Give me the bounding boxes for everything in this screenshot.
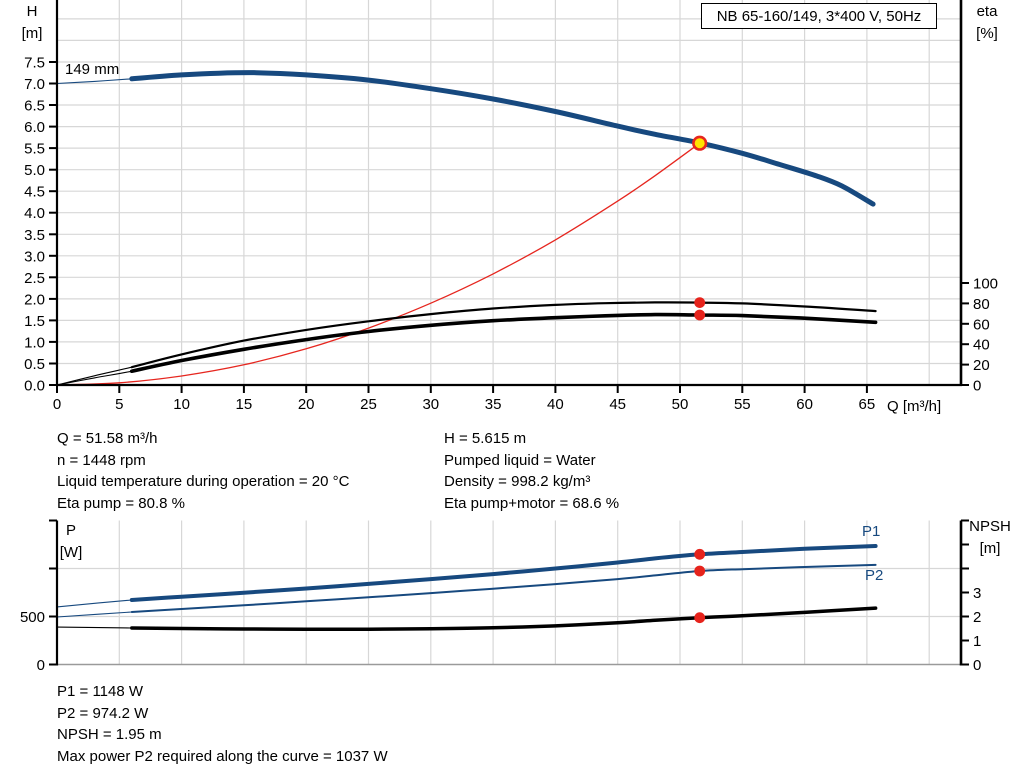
impeller-diameter-label: 149 mm	[65, 61, 120, 78]
tick-label: 0.0	[24, 378, 45, 395]
h-axis-title: H [m]	[17, 1, 47, 44]
tick-label: 0	[37, 657, 45, 674]
tick-label: 6.5	[24, 98, 45, 115]
duty-point	[692, 135, 708, 151]
npsh-axis-title-line2: [m]	[979, 539, 1001, 557]
tick-label: 40	[973, 337, 990, 354]
speed-value: n = 1448 rpm	[57, 451, 146, 469]
tick-label: 25	[360, 396, 377, 413]
npsh-value: NPSH = 1.95 m	[57, 726, 162, 743]
eta-pump	[130, 301, 877, 369]
tick-label: 30	[422, 396, 439, 413]
tick-label: 60	[796, 396, 813, 413]
tick-label: 3	[973, 585, 981, 602]
tick-label: 10	[173, 396, 190, 413]
tick-label: 1	[973, 633, 981, 650]
p1-point	[694, 548, 706, 560]
h-axis-title-line2: [m]	[21, 24, 43, 42]
eta-axis-title-line1: eta	[976, 3, 998, 20]
p-axis-title: P [W]	[55, 520, 87, 563]
tick-label: 3.0	[24, 248, 45, 265]
tick-label: 7.0	[24, 76, 45, 93]
flow-value: Q = 51.58 m³/h	[57, 430, 158, 447]
p1-curve-label: P1	[862, 523, 881, 540]
operating-data-left: Q = 51.58 m³/h n = 1448 rpm Liquid tempe…	[57, 428, 349, 514]
eta-pump-value: Eta pump = 80.8 %	[57, 494, 185, 512]
p1-curve	[129, 544, 878, 602]
tick-label: 2.0	[24, 291, 45, 308]
tick-label: 55	[734, 396, 751, 413]
p-axis-title-line1: P	[65, 522, 76, 539]
tick-label: 0.5	[24, 356, 45, 373]
qh-eta-chart: 0.0 0.5 1.0 1.5 2.0 2.5 3.0 3.5 4.0 4.5 5.0 5.5 6.0 6…	[24, 0, 998, 413]
tick-label: 0	[973, 378, 981, 395]
tick-label: 50	[672, 396, 689, 413]
tick-label: 40	[547, 396, 564, 413]
tick-label: 500	[20, 609, 45, 626]
tick-label: 7.5	[24, 55, 45, 72]
tick-label: 1.5	[24, 313, 45, 330]
tick-label: 4.0	[24, 205, 45, 222]
p1-value: P1 = 1148 W	[57, 683, 144, 700]
operating-data-right: H = 5.615 m Pumped liquid = Water Densit…	[444, 428, 619, 514]
tick-label: 5.5	[24, 141, 45, 158]
npsh-axis-title-line1: NPSH	[969, 518, 1011, 535]
density-value: Density = 998.2 kg/m³	[444, 473, 591, 490]
eta-pump-motor-value: Eta pump+motor = 68.6 %	[444, 494, 620, 512]
tick-label: 45	[609, 396, 626, 413]
p2-point	[694, 565, 706, 577]
h-axis-title-line1: H	[26, 3, 38, 20]
tick-label: 80	[973, 296, 990, 313]
tick-label: 20	[973, 357, 990, 374]
eta-pump-motor-point	[694, 309, 706, 321]
tick-label: 5.0	[24, 162, 45, 179]
eta-axis-title: eta [%]	[969, 1, 1005, 44]
power-npsh-chart: 0 500 0 1 2 3	[20, 519, 981, 674]
npsh-axis-title: NPSH [m]	[963, 516, 1017, 559]
tick-label: 2.5	[24, 270, 45, 287]
tick-label: 6.0	[24, 119, 45, 136]
tick-label: 3.5	[24, 227, 45, 244]
tick-label: 2	[973, 609, 981, 626]
pump-curve-149mm	[129, 70, 876, 207]
pump-title-box: NB 65-160/149, 3*400 V, 50Hz	[701, 3, 937, 29]
result-data-block: P1 = 1148 W P2 = 974.2 W NPSH = 1.95 m M…	[57, 681, 388, 767]
pumped-liquid-value: Pumped liquid = Water	[444, 451, 596, 469]
tick-label: 60	[973, 316, 990, 333]
p2-value: P2 = 974.2 W	[57, 704, 149, 722]
head-value: H = 5.615 m	[444, 430, 527, 447]
eta-pump-motor-thin	[56, 314, 876, 386]
npsh-point	[694, 612, 706, 624]
liquid-temperature-value: Liquid temperature during operation = 20…	[57, 473, 350, 490]
tick-label: 65	[859, 396, 876, 413]
tick-label: 0	[973, 657, 981, 674]
eta-pump-motor	[130, 312, 878, 373]
tick-label: 35	[485, 396, 502, 413]
tick-label: 4.5	[24, 184, 45, 201]
p2-curve	[130, 563, 877, 613]
tick-label: 100	[973, 276, 998, 293]
eta-axis-title-line2: [%]	[976, 24, 998, 42]
npsh-curve	[130, 606, 878, 632]
max-power-value: Max power P2 required along the curve = …	[57, 747, 388, 765]
p-axis-title-line2: [W]	[59, 543, 83, 561]
tick-label: 20	[298, 396, 315, 413]
tick-label: 15	[236, 396, 253, 413]
tick-label: 1.0	[24, 334, 45, 351]
tick-label: 0	[53, 396, 61, 413]
p2-curve-label: P2	[865, 567, 884, 584]
npsh-curve-thin	[56, 607, 876, 630]
eta-pump-point	[694, 297, 706, 308]
q-axis-unit-label: Q [m³/h]	[887, 398, 942, 415]
system-curve	[56, 142, 701, 386]
tick-label: 5	[115, 396, 123, 413]
